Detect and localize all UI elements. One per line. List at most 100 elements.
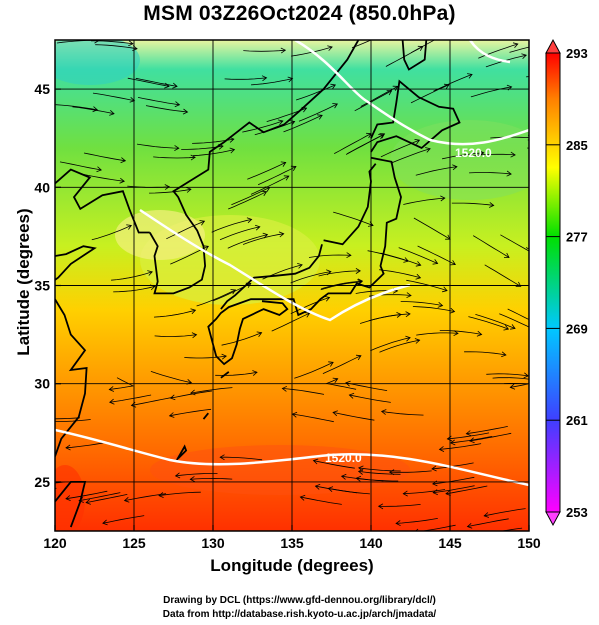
footer-credit-drawing: Drawing by DCL (https://www.gfd-dennou.o… [163,595,436,606]
streamline [370,337,411,352]
streamline [358,471,401,475]
streamline [470,86,512,98]
streamline [442,152,484,160]
streamline-arrowhead [15,488,19,493]
streamline-arrowhead [332,103,338,109]
streamline [175,473,218,477]
streamline [295,84,336,101]
x-tick-label: 130 [201,535,225,551]
streamline [432,476,475,485]
streamline-arrowhead [467,73,473,79]
streamline-arrowhead [432,259,439,265]
streamline-arrowhead [287,76,294,83]
streamline [345,382,388,391]
streamline-arrowhead [533,327,538,332]
streamline [499,313,529,328]
streamline [55,481,66,484]
streamline-arrowhead [203,245,209,251]
streamline-arrowhead [326,269,332,276]
streamline [333,412,375,421]
streamline-arrowhead [515,281,522,287]
streamline [55,417,80,420]
streamline-arrowhead [332,377,339,384]
streamline-arrowhead [254,224,261,231]
streamline [469,172,512,175]
streamline [473,153,516,156]
streamline [451,202,494,206]
streamline-arrowhead [327,45,333,51]
streamline-arrowhead [324,296,331,302]
streamline-arrowhead [523,372,529,379]
streamline [91,225,132,241]
streamline-arrowhead [219,454,225,461]
streamline [445,485,488,495]
streamline [381,411,424,416]
streamline [55,492,56,493]
streamline [492,377,529,380]
x-tick-label: 120 [43,535,67,551]
x-tick-label: 145 [438,535,462,551]
streamline [433,74,473,92]
streamline [190,387,233,394]
streamline-arrowhead [452,164,458,171]
coastline [323,163,377,246]
streamline-arrowhead [283,175,290,181]
y-tick-label: 25 [34,474,50,490]
streamline [86,494,128,503]
streamline [467,518,509,527]
streamline [398,247,438,264]
colorbar-tick-label: 285 [566,138,588,153]
streamline-arrowhead [277,119,284,126]
colorbar-tick-label: 269 [566,321,588,336]
streamline [136,143,179,149]
streamline [166,220,205,240]
streamline-arrowhead [65,444,71,451]
streamline-arrowhead [465,430,472,436]
coastline [55,298,88,457]
streamline [360,86,398,107]
streamline [433,485,475,494]
coastline [220,371,230,379]
streamline [184,355,227,359]
streamline [468,316,509,330]
streamline [472,235,510,258]
streamline [153,309,196,318]
streamline [507,308,529,321]
map-title: MSM 03Z26Oct2024 (850.0hPa) [143,2,456,25]
x-tick-label: 125 [122,535,146,551]
coastline [401,40,428,71]
streamline-arrowhead [564,72,568,77]
streamline-arrowhead [174,472,181,479]
streamline [403,489,446,495]
streamline-arrowhead [346,252,352,259]
streamline [283,114,323,133]
streamline-arrowhead [123,497,130,503]
streamline [131,396,173,406]
streamline-arrowhead [164,184,171,190]
streamline [282,388,325,395]
streamline [102,515,145,524]
streamline-arrowhead [290,165,297,172]
streamline-arrowhead [174,101,181,108]
streamline [196,289,236,307]
streamline [250,78,293,86]
streamline [82,173,125,182]
streamline-arrowhead [317,114,323,120]
y-axis-ticks: 25 30 35 40 45 [34,81,61,490]
streamline-arrowhead [449,307,456,314]
streamline [484,264,521,287]
footer-credit-data: Data from http://database.rish.kyoto-u.a… [162,609,437,620]
streamline [466,426,508,435]
streamline-arrowhead [262,232,269,239]
streamline [380,139,420,158]
streamline-arrowhead [92,106,99,113]
streamline [227,234,268,249]
streamline-arrowhead [414,338,421,344]
streamline [257,166,297,186]
streamline [349,394,391,403]
streamline-arrowhead [510,324,516,330]
streamline-arrowhead [512,42,519,48]
streamline [124,493,167,501]
streamline-arrowhead [469,437,475,444]
